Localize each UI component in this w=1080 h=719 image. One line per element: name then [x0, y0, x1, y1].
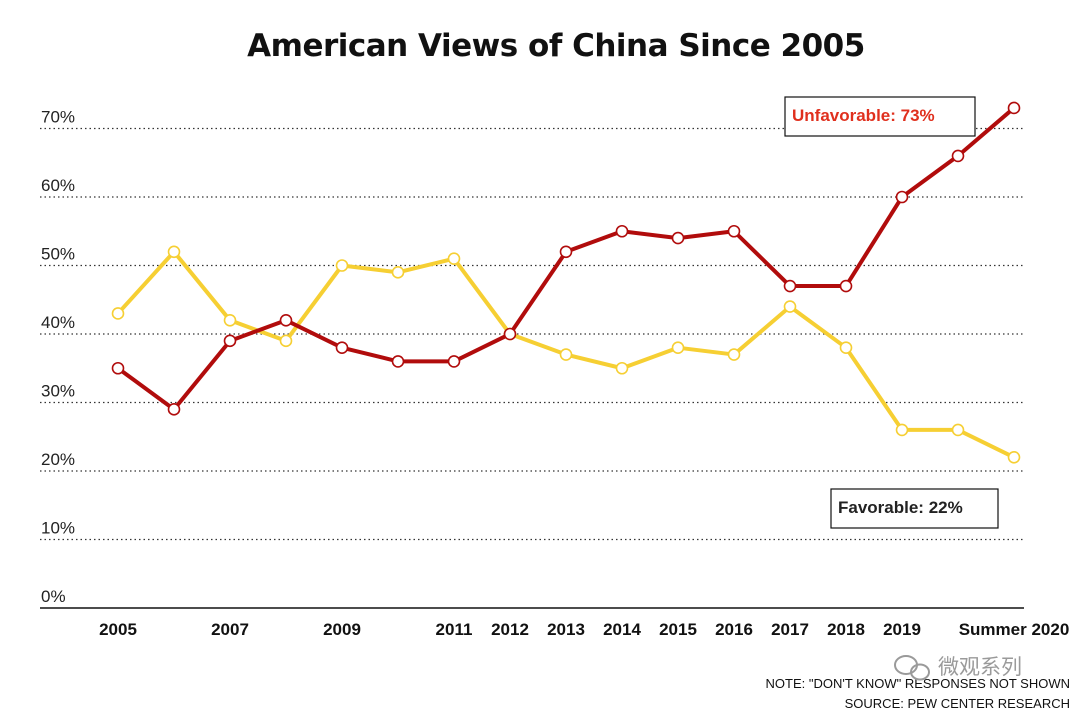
- x-tick-label-2017: 2017: [771, 620, 809, 639]
- data-point-unfavorable-2006: [167, 403, 181, 416]
- grid-lines: [40, 127, 1024, 541]
- callout-label-favorable: Favorable: 22%: [838, 498, 963, 517]
- watermark: 微观系列: [894, 655, 1022, 681]
- x-tick-label-2005: 2005: [99, 620, 137, 639]
- data-point-favorable-2006: [167, 245, 181, 259]
- data-point-unfavorable-2020-spring: [951, 149, 965, 163]
- data-point-unfavorable-2008: [279, 313, 293, 327]
- data-point-favorable-2013: [559, 348, 573, 361]
- watermark-text: 微观系列: [938, 655, 1022, 679]
- series-unfavorable: [111, 101, 1021, 416]
- source-note: SOURCE: PEW CENTER RESEARCH: [845, 696, 1070, 711]
- data-point-unfavorable-2012: [503, 327, 517, 341]
- x-tick-label-2013: 2013: [547, 620, 585, 639]
- x-tick-label-2018: 2018: [827, 620, 865, 639]
- data-point-favorable-2005: [111, 307, 125, 320]
- y-tick-label-50: 50%: [41, 245, 75, 264]
- data-point-favorable-2015: [671, 341, 685, 355]
- data-point-favorable-2009: [335, 259, 349, 272]
- x-tick-label-2015: 2015: [659, 620, 697, 639]
- x-tick-label-2007: 2007: [211, 620, 249, 639]
- data-point-unfavorable-2009: [335, 341, 349, 355]
- y-tick-label-30: 30%: [41, 382, 75, 401]
- data-point-favorable-2008: [279, 334, 293, 348]
- callout-favorable: Favorable: 22%: [830, 488, 999, 529]
- callout-box-favorable: [830, 488, 999, 529]
- data-point-unfavorable-2014: [615, 224, 629, 238]
- data-point-unfavorable-2010: [391, 355, 405, 368]
- data-point-favorable-2019: [895, 423, 909, 437]
- series-favorable: [111, 245, 1021, 464]
- data-point-unfavorable-summer-2020: [1007, 101, 1021, 115]
- data-point-unfavorable-2019: [895, 190, 909, 204]
- series-line-unfavorable: [116, 105, 1016, 412]
- y-tick-label-60: 60%: [41, 176, 75, 195]
- x-tick-label-2014: 2014: [603, 620, 641, 639]
- data-point-favorable-summer-2020: [1007, 450, 1021, 464]
- notes: NOTE: "DON'T KNOW" RESPONSES NOT SHOWN S…: [766, 676, 1070, 711]
- data-point-unfavorable-2018: [839, 279, 853, 293]
- axes: 0% 10% 20% 30% 40% 50% 60% 70% 2005 2007 2009 2011 2…: [40, 108, 1070, 639]
- x-tick-label-summer-2020: Summer 2020: [959, 620, 1070, 639]
- callouts: Unfavorable: 73% Favorable: 22%: [784, 96, 999, 529]
- x-tick-label-2016: 2016: [715, 620, 753, 639]
- y-tick-label-20: 20%: [41, 450, 75, 469]
- data-point-unfavorable-2015: [671, 231, 685, 245]
- y-tick-label-40: 40%: [41, 313, 75, 332]
- data-point-favorable-2017: [783, 300, 797, 313]
- x-tick-label-2011: 2011: [436, 620, 473, 639]
- callout-label-unfavorable: Unfavorable: 73%: [792, 106, 935, 125]
- series-lines: [111, 101, 1021, 464]
- data-point-unfavorable-2013: [559, 245, 573, 259]
- y-tick-label-70: 70%: [41, 108, 75, 127]
- wechat-icon: [894, 655, 930, 681]
- data-point-unfavorable-2011: [447, 355, 461, 368]
- x-tick-label-2009: 2009: [323, 620, 361, 639]
- chart-title: American Views of China Since 2005: [247, 28, 865, 64]
- data-point-favorable-2020-spring: [951, 423, 965, 437]
- y-tick-label-0: 0%: [41, 587, 66, 606]
- callout-box-unfavorable: [784, 96, 976, 137]
- data-point-favorable-2010: [391, 266, 405, 279]
- x-tick-label-2019: 2019: [883, 620, 921, 639]
- note-dont-know: NOTE: "DON'T KNOW" RESPONSES NOT SHOWN: [766, 676, 1070, 691]
- data-point-favorable-2018: [839, 341, 853, 355]
- data-point-unfavorable-2017: [783, 279, 797, 293]
- x-tick-label-2012: 2012: [491, 620, 529, 639]
- data-point-favorable-2011: [447, 252, 461, 265]
- y-tick-label-10: 10%: [41, 519, 75, 538]
- data-point-favorable-2007: [223, 313, 237, 327]
- data-point-favorable-2016: [727, 348, 741, 361]
- data-point-unfavorable-2007: [223, 334, 237, 348]
- data-point-unfavorable-2005: [111, 361, 125, 375]
- callout-unfavorable: Unfavorable: 73%: [784, 96, 976, 137]
- data-point-unfavorable-2016: [727, 224, 741, 238]
- data-point-favorable-2014: [615, 361, 629, 375]
